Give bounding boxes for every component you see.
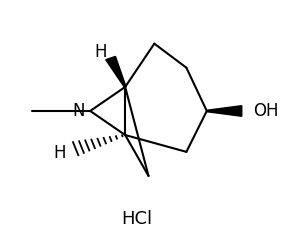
Text: OH: OH xyxy=(253,102,279,120)
Polygon shape xyxy=(106,56,126,87)
Text: N: N xyxy=(72,102,85,120)
Text: HCl: HCl xyxy=(121,210,152,228)
Text: H: H xyxy=(94,43,107,61)
Text: H: H xyxy=(53,144,66,162)
Polygon shape xyxy=(207,106,242,116)
